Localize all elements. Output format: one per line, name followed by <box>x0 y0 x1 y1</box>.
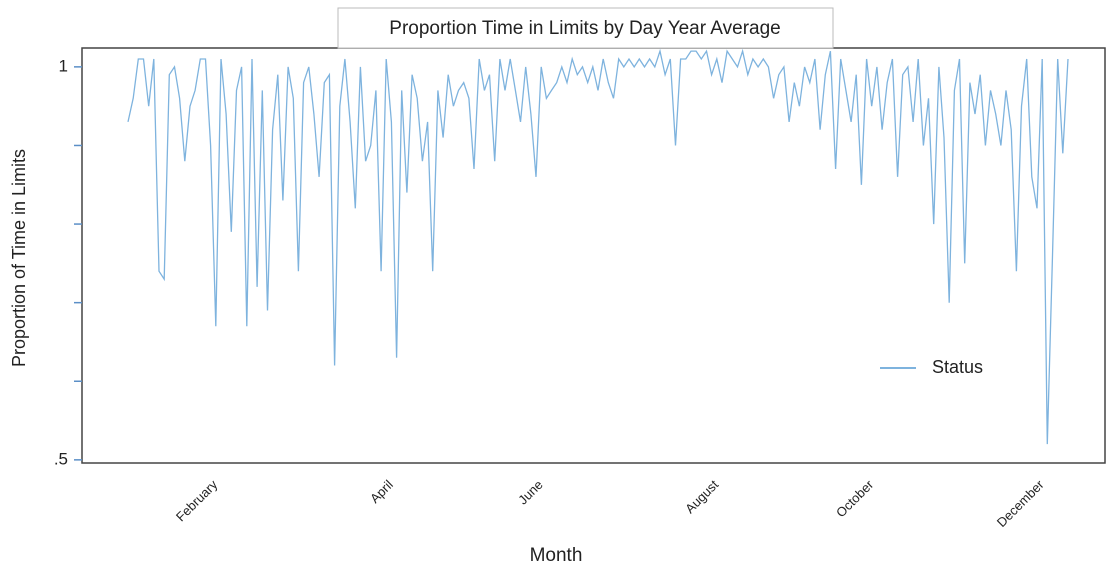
x-tick-label: August <box>682 477 721 516</box>
x-tick-label: February <box>173 477 221 525</box>
x-tick-label: December <box>994 476 1047 529</box>
title-box <box>337 7 834 49</box>
x-tick-label: June <box>515 477 546 508</box>
x-tick-label: October <box>833 476 877 520</box>
data-line <box>127 48 1069 445</box>
x-tick-label: April <box>367 477 396 506</box>
y-tick-label: 1 <box>59 56 68 75</box>
x-axis-label: Month <box>530 545 583 566</box>
legend-label: Status <box>932 357 983 377</box>
chart-title: Proportion Time in Limits by Day Year Av… <box>389 18 780 39</box>
plot-frame <box>81 47 1106 464</box>
y-tick-label: .5 <box>54 449 68 468</box>
y-axis-label: Proportion of Time in Limits <box>9 149 29 367</box>
